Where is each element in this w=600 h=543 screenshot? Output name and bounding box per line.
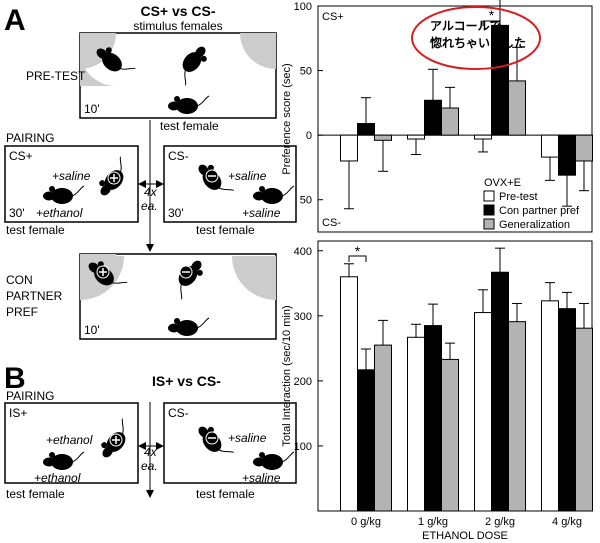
bar [558,134,576,176]
bar [374,344,392,512]
bar [357,123,375,136]
plot-frame [317,240,593,512]
bar [491,24,509,136]
bar [575,134,593,162]
annotation: * [489,7,495,23]
x-tick-label: 1 g/kg [418,516,448,528]
y-tick-label: 0 [306,130,312,142]
label: +ethanol [36,206,83,220]
label: +ethanol [46,433,93,447]
bar [541,300,559,512]
legend-title: OVX+E [484,177,521,189]
bar [340,276,358,512]
x-tick-label: 0 g/kg [351,516,381,528]
diagram: A CS+ vs CS- stimulus females PRE-TEST 1… [4,3,297,501]
legend-swatch [483,204,495,216]
pairing-box [163,145,297,223]
bar [491,271,509,512]
label: +saline [228,169,267,183]
annotation: CS- [322,217,341,229]
legend-swatch [483,190,495,202]
x-tick-label: 2 g/kg [485,516,515,528]
label: IS+ [9,406,27,420]
x-axis-title: ETHANOL DOSE [422,530,508,542]
label: PAIRING [6,389,54,403]
bar [541,134,559,158]
label: CS- [168,149,189,163]
bar [407,134,425,140]
bar [508,321,526,512]
annotation: * [355,243,361,259]
label: PARTNER [6,289,63,303]
x-tick-label: 4 g/kg [552,516,582,528]
sig-bracket [348,255,367,262]
zone [80,50,116,86]
zone [240,33,276,69]
label: 30' [168,206,184,220]
label: 10' [84,323,100,337]
bar [374,134,392,141]
bar [407,336,425,512]
label: 4x [144,185,158,199]
title: IS+ vs CS- [152,373,221,389]
legend-swatch [483,218,495,230]
bar [474,312,492,512]
legend-label: Generalization [499,219,570,231]
label: 10' [84,102,100,116]
label: test female [196,487,255,501]
bar [424,325,442,512]
label: CON [6,273,33,287]
bar [474,134,492,140]
label: test female [6,487,65,501]
bar [558,308,576,512]
bar [441,107,459,136]
bar [340,134,358,162]
legend-label: Pre-test [499,191,538,203]
label: PREF [6,305,38,319]
label: CS+ [9,149,33,163]
panel-label: B [4,362,26,395]
label: ea. [141,459,158,473]
label: +ethanol [34,471,81,485]
title: CS+ vs CS- [140,3,215,19]
label: +saline [52,169,91,183]
bar [441,358,459,512]
label: test female [160,119,219,133]
label: PAIRING [6,131,54,145]
label: 30' [9,206,25,220]
y-tick-label: 50 [300,195,312,207]
sig-bracket [482,20,501,26]
label: CS- [168,406,189,420]
bar [357,369,375,512]
label: PRE-TEST [26,69,86,83]
y-tick-label: 50 [300,66,312,78]
label: test female [6,223,65,237]
label: +saline [242,471,281,485]
label: ea. [141,199,158,213]
annotation: 惚れちゃいました [429,35,526,50]
bar [508,80,526,136]
highlight [411,6,541,70]
legend-label: Con partner pref [499,205,580,217]
plot-frame [317,5,593,233]
label: +saline [228,431,267,445]
bar [424,99,442,136]
label: 4x [144,445,158,459]
panel-label: A [4,4,26,37]
label: test female [196,223,255,237]
subtitle: stimulus females [133,19,222,33]
annotation: アルコールで [430,19,502,33]
label: +saline [242,206,281,220]
bar [575,327,593,512]
annotation: CS+ [322,11,344,23]
